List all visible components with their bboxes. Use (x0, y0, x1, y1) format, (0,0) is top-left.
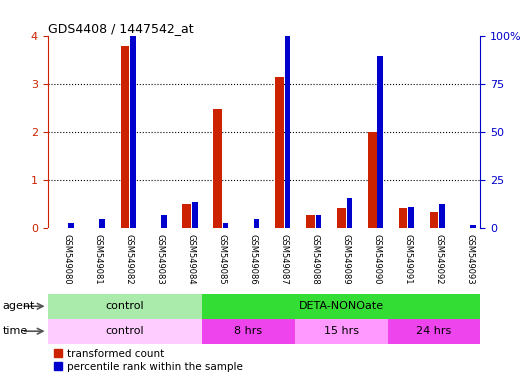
Text: GSM549093: GSM549093 (465, 234, 474, 284)
Text: agent: agent (3, 301, 35, 311)
Text: GSM549080: GSM549080 (63, 234, 72, 284)
Legend: transformed count, percentile rank within the sample: transformed count, percentile rank withi… (53, 349, 243, 372)
Text: GSM549092: GSM549092 (434, 234, 443, 284)
Bar (470, 225, 476, 228)
Bar (244, 227, 253, 228)
Bar (68, 223, 74, 228)
Bar (399, 208, 408, 228)
Text: GDS4408 / 1447542_at: GDS4408 / 1447542_at (48, 22, 193, 35)
Bar (439, 204, 445, 228)
Bar (316, 215, 321, 228)
FancyBboxPatch shape (202, 319, 295, 344)
FancyBboxPatch shape (295, 319, 388, 344)
Bar (213, 109, 222, 228)
FancyBboxPatch shape (388, 319, 480, 344)
Bar (337, 208, 346, 228)
FancyBboxPatch shape (202, 294, 480, 319)
Text: time: time (3, 326, 28, 336)
Bar (130, 36, 136, 228)
Text: GSM549081: GSM549081 (94, 234, 103, 284)
Bar (192, 202, 197, 228)
Bar (306, 215, 315, 228)
Bar (368, 132, 376, 228)
Bar (461, 227, 469, 228)
Text: GSM549090: GSM549090 (372, 234, 381, 284)
Text: 15 hrs: 15 hrs (324, 326, 359, 336)
Text: 24 hrs: 24 hrs (417, 326, 452, 336)
Bar (254, 219, 259, 228)
Text: GSM549082: GSM549082 (125, 234, 134, 284)
Text: DETA-NONOate: DETA-NONOate (299, 301, 384, 311)
Bar (120, 46, 129, 228)
Text: GSM549083: GSM549083 (156, 234, 165, 285)
Text: GSM549084: GSM549084 (187, 234, 196, 284)
Text: GSM549091: GSM549091 (403, 234, 412, 284)
Text: GSM549086: GSM549086 (249, 234, 258, 285)
Text: GSM549087: GSM549087 (279, 234, 288, 285)
Bar (182, 204, 191, 228)
Bar (378, 56, 383, 228)
Bar (90, 227, 98, 228)
Bar (285, 36, 290, 228)
Text: control: control (106, 301, 144, 311)
Bar (223, 223, 229, 228)
Bar (275, 77, 284, 228)
Text: GSM549085: GSM549085 (218, 234, 227, 284)
Bar (430, 212, 438, 228)
Text: GSM549088: GSM549088 (310, 234, 319, 285)
FancyBboxPatch shape (48, 294, 202, 319)
Bar (409, 207, 414, 228)
Text: GSM549089: GSM549089 (341, 234, 350, 284)
FancyBboxPatch shape (48, 319, 202, 344)
Text: control: control (106, 326, 144, 336)
Bar (59, 227, 67, 228)
Bar (161, 215, 167, 228)
Bar (346, 198, 352, 228)
Text: 8 hrs: 8 hrs (234, 326, 262, 336)
Bar (99, 219, 105, 228)
